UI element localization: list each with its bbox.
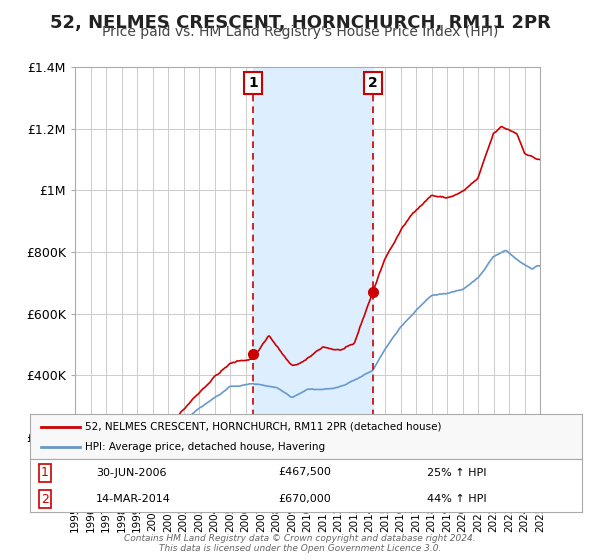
Text: £467,500: £467,500 (278, 468, 331, 478)
Text: 1: 1 (41, 466, 49, 479)
Text: 14-MAR-2014: 14-MAR-2014 (96, 494, 171, 504)
Bar (253, 67, 373, 498)
Text: Contains HM Land Registry data © Crown copyright and database right 2024.
This d: Contains HM Land Registry data © Crown c… (124, 534, 476, 553)
Text: 52, NELMES CRESCENT, HORNCHURCH, RM11 2PR (detached house): 52, NELMES CRESCENT, HORNCHURCH, RM11 2P… (85, 422, 442, 432)
Text: Price paid vs. HM Land Registry's House Price Index (HPI): Price paid vs. HM Land Registry's House … (102, 25, 498, 39)
Text: 25% ↑ HPI: 25% ↑ HPI (427, 468, 487, 478)
Text: 30-JUN-2006: 30-JUN-2006 (96, 468, 167, 478)
Text: 2: 2 (41, 493, 49, 506)
Text: 52, NELMES CRESCENT, HORNCHURCH, RM11 2PR: 52, NELMES CRESCENT, HORNCHURCH, RM11 2P… (50, 14, 550, 32)
Text: HPI: Average price, detached house, Havering: HPI: Average price, detached house, Have… (85, 442, 325, 452)
Text: 2: 2 (368, 76, 377, 90)
Text: 44% ↑ HPI: 44% ↑ HPI (427, 494, 487, 504)
Text: 1: 1 (248, 76, 258, 90)
Text: £670,000: £670,000 (278, 494, 331, 504)
